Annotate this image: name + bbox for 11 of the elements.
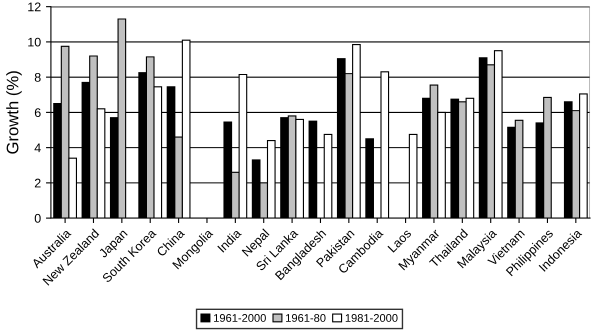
y-tick-label: 4 xyxy=(34,144,41,152)
legend-label: 1981-2000 xyxy=(346,314,398,322)
y-tick-label: 12 xyxy=(28,2,41,12)
y-tick-label: 0 xyxy=(34,214,41,223)
legend-label: 1961-2000 xyxy=(214,314,266,322)
y-tick-label: 2 xyxy=(34,178,41,188)
y-tick-label: 6 xyxy=(34,108,41,118)
y-tick-label: 8 xyxy=(34,72,41,82)
y-tick-label: 10 xyxy=(28,38,41,47)
y-axis-title: Growth (%) xyxy=(6,71,22,154)
legend-label: 1961-80 xyxy=(286,314,326,322)
